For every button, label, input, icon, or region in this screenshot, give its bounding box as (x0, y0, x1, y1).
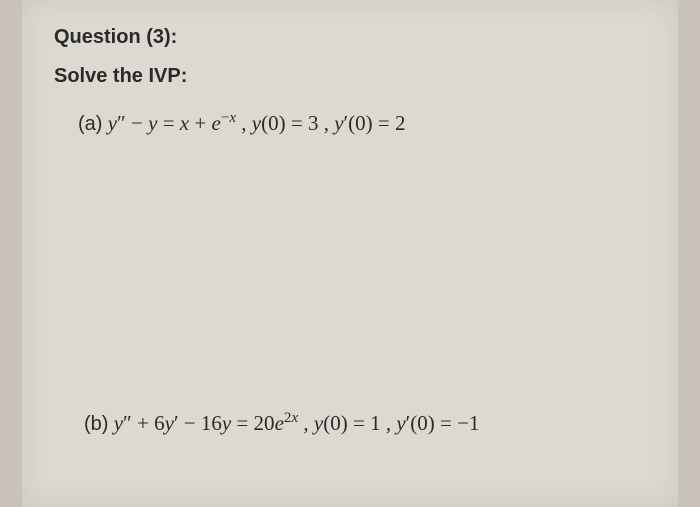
problem-b-label: (b) (84, 413, 108, 435)
problem-b: (b) y″ + 6y′ − 16y = 20e2x , y(0) = 1 , … (84, 410, 646, 436)
problem-b-equation: y″ + 6y′ − 16y = 20e2x , y(0) = 1 , y′(0… (114, 411, 480, 435)
problem-a-equation: y″ − y = x + e−x , y(0) = 3 , y′(0) = 2 (108, 111, 406, 135)
problem-a-label: (a) (78, 113, 102, 135)
instruction-text: Solve the IVP: (54, 65, 646, 88)
problem-a: (a) y″ − y = x + e−x , y(0) = 3 , y′(0) … (78, 110, 646, 136)
question-number: Question (3): (54, 26, 646, 49)
question-page: Question (3): Solve the IVP: (a) y″ − y … (22, 0, 678, 507)
